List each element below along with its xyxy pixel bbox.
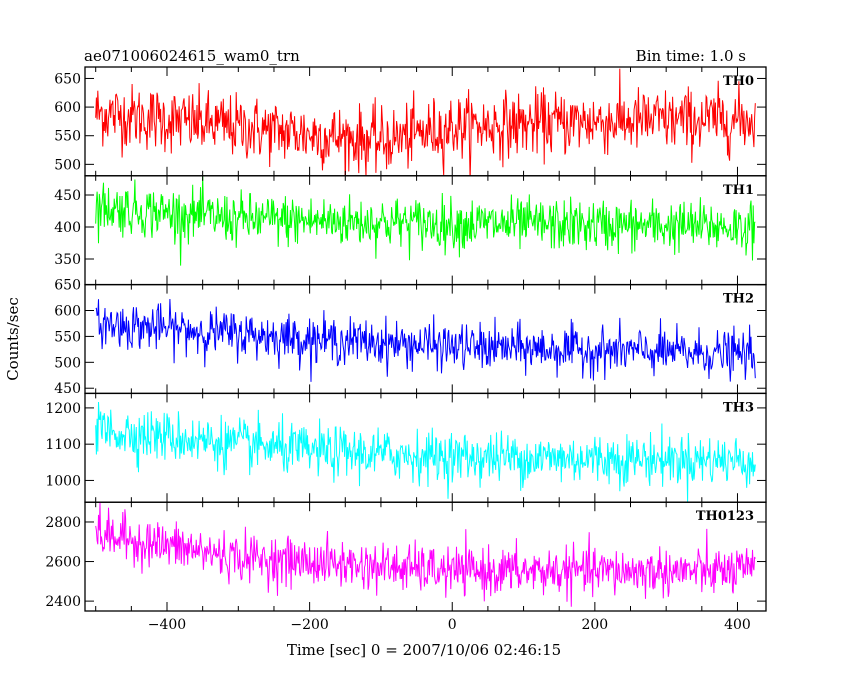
x-tick-label: −400 (148, 617, 186, 633)
panel-th0123: 2400 2600 2800 TH0123 (45, 501, 767, 612)
y-tick-label: 500 (54, 157, 81, 173)
y-tick-label: 600 (54, 100, 81, 116)
panel-label: TH3 (723, 400, 754, 415)
y-tick-label: 500 (54, 355, 81, 371)
panel-th1: 350 400 450 TH1 (54, 175, 767, 286)
x-tick-label: 0 (448, 617, 457, 633)
y-tick-label: 450 (54, 381, 81, 397)
y-tick-label: 550 (54, 329, 81, 345)
y-tick-label: 400 (54, 220, 81, 236)
y-tick-label: 450 (54, 188, 81, 204)
panel-label: TH0 (723, 74, 754, 89)
y-tick-label: 1000 (45, 473, 81, 489)
y-tick-label: 1100 (45, 437, 81, 453)
y-tick-label: 2400 (45, 594, 81, 610)
x-tick-label: −200 (290, 617, 328, 633)
y-tick-label: 650 (54, 278, 81, 294)
panel-label: TH2 (723, 292, 754, 307)
chart-title: ae071006024615_wam0_trn (84, 47, 300, 65)
y-tick-label: 650 (54, 71, 81, 87)
series-line-th0 (95, 68, 756, 176)
panel-th3: 1000 1100 1200 TH3 (45, 392, 767, 503)
panel-frame (84, 501, 767, 612)
y-tick-label: 2600 (45, 555, 81, 571)
panel-th2: 450 500 550 600 650 TH2 (54, 278, 767, 397)
panel-th0: 500 550 600 650 TH0 (54, 66, 767, 177)
series-line-th0123 (95, 502, 756, 607)
y-tick-label: 350 (54, 252, 81, 268)
y-axis-label: Counts/sec (4, 297, 22, 381)
y-tick-label: 550 (54, 129, 81, 145)
x-axis-label: Time [sec] 0 = 2007/10/06 02:46:15 (287, 641, 561, 659)
x-tick-label: 200 (581, 617, 608, 633)
series-line-th1 (95, 175, 756, 266)
panel-label: TH0123 (696, 509, 754, 524)
series-line-th2 (95, 298, 756, 382)
x-tick-label: 400 (724, 617, 751, 633)
y-tick-label: 1200 (45, 401, 81, 417)
y-tick-label: 2800 (45, 515, 81, 531)
panel-label: TH1 (723, 183, 754, 198)
series-line-th3 (95, 401, 756, 503)
y-tick-label: 600 (54, 304, 81, 320)
bin-time-label: Bin time: 1.0 s (636, 47, 746, 65)
